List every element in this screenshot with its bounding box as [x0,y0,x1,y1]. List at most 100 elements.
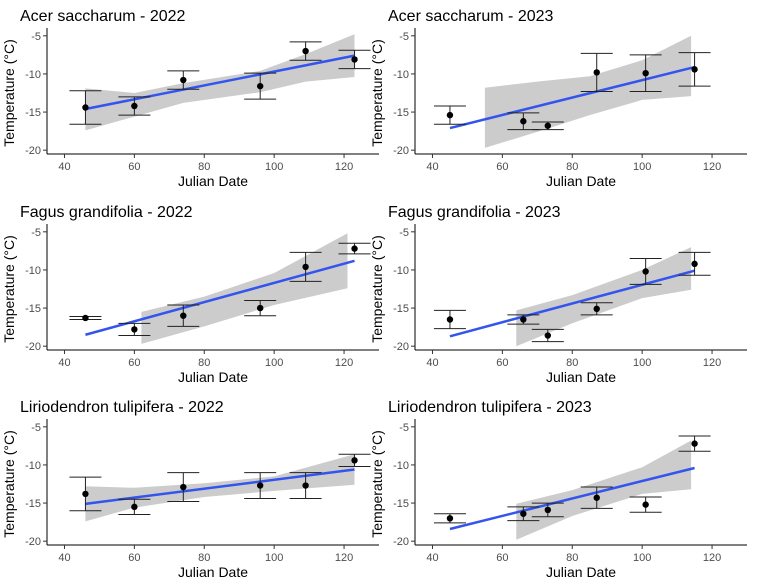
panel-2-xtick-label-1: 40 [426,161,438,173]
panel-4-ytick-label-1: -5 [399,227,409,239]
panel-1-point-4 [256,82,264,90]
panel-3-point-2 [131,326,138,333]
panel-4: Fagus grandifolia - 2023 -5 -10 -15 -20 40 60 8… [369,204,747,385]
panel-1-fit-line [85,54,355,111]
panel-6-ytick-label-1: -5 [399,422,409,434]
panel-2-ytick-label-1: -5 [399,31,409,43]
panel-1-xtick-label-2: 60 [128,161,140,173]
panel-6-xtick-label-1: 40 [426,552,438,564]
panel-4-xtick-label-5: 120 [703,357,721,369]
panel-3-point-1 [82,314,89,322]
panel-5-xtick-label-2: 60 [128,552,140,564]
panel-2-ytick-label-2: -10 [393,69,409,81]
panel-4-fit-line [449,269,695,338]
panel-6-ytick-label-3: -15 [393,498,409,510]
panel-5-ytick-label-3: -15 [25,498,41,510]
panel-1-xtick-label-3: 80 [198,161,210,173]
panel-5-point-1 [82,490,89,498]
panel-6-point-3 [544,506,551,514]
panel-3-point-3 [180,312,187,319]
panel-6-xtick-label-4: 100 [633,552,651,564]
panel-3-xtick-label-1: 40 [58,357,70,369]
panel-2-ytick-label-4: -20 [393,145,409,157]
panel-1-xtick-label-4: 100 [265,161,283,173]
panel-4-point-2 [520,316,527,323]
panel-4-ytick-label-3: -15 [393,303,409,315]
panel-3-point-4 [256,304,264,312]
panel-5-point-5 [302,482,309,489]
panel-4-confidence-band [516,247,692,347]
panel-6-point-6 [691,440,698,447]
panel-3: Fagus grandifolia - 2022 -5 -10 -15 -20 40 60 8… [1,204,379,385]
panel-2-title: Acer saccharum - 2023 [388,8,554,25]
panel-5-ytick-label-4: -20 [25,536,41,548]
panel-6-xtick-label-2: 60 [496,552,508,564]
panel-2-point-1 [446,111,454,119]
panel-5-ytick-label-1: -5 [31,422,41,434]
panel-1-point-3 [180,76,187,84]
panel-2-xlabel: Julian Date [546,173,616,189]
panel-4-point-1 [446,316,454,323]
panel-3-point-6 [351,245,358,252]
panel-3-ylabel: Temperature (°C) [1,235,17,343]
panel-2-point-4 [593,69,600,76]
panel-6-title: Liriodendron tulipifera - 2023 [388,399,592,416]
panel-6-point-4 [593,494,600,501]
panel-2-point-3 [544,122,551,129]
panel-5-xtick-label-4: 100 [265,552,283,564]
panel-3-xlabel: Julian Date [178,369,248,385]
panel-1-xtick-label-1: 40 [58,161,70,173]
panel-6: Liriodendron tulipifera - 2023 -5 -10 -15 -2… [369,399,747,580]
panel-6-fit-line [449,466,695,531]
panel-1-ytick-label-4: -20 [25,145,41,157]
panel-3-xtick-label-5: 120 [335,357,353,369]
panel-6-xlabel: Julian Date [546,564,616,580]
panel-2-fit-line [449,65,695,130]
panel-1-title: Acer saccharum - 2022 [20,8,186,25]
panel-4-title: Fagus grandifolia - 2023 [388,204,561,221]
panel-3-ytick-label-1: -5 [31,227,41,239]
panel-3-ytick-label-2: -10 [25,265,41,277]
panel-1-point-5 [302,47,309,55]
panel-3-title: Fagus grandifolia - 2022 [20,204,193,221]
panel-5-fit-line [85,468,355,506]
panel-1-ytick-label-1: -5 [31,31,41,43]
panel-2-ylabel: Temperature (°C) [369,39,385,147]
panel-2-xtick-label-2: 60 [496,161,508,173]
panel-3-ytick-label-4: -20 [25,341,41,353]
panel-6-point-2 [520,510,527,517]
panel-1-ytick-label-2: -10 [25,69,41,81]
panel-6-xtick-label-3: 80 [566,552,578,564]
panel-4-ytick-label-4: -20 [393,341,409,353]
panel-2-xtick-label-5: 120 [703,161,721,173]
panel-6-point-5 [642,501,649,508]
panel-5-ylabel: Temperature (°C) [1,430,17,538]
panel-5-xtick-label-1: 40 [58,552,70,564]
panel-2-point-2 [520,118,527,125]
panel-6-ytick-label-4: -20 [393,536,409,548]
panel-4-xlabel: Julian Date [546,369,616,385]
panel-5-xtick-label-3: 80 [198,552,210,564]
panel-4-ytick-label-2: -10 [393,265,409,277]
panel-3-xtick-label-2: 60 [128,357,140,369]
panel-3-ytick-label-3: -15 [25,303,41,315]
panel-1-point-6 [351,56,358,63]
panel-4-point-5 [642,268,649,275]
panel-1-point-2 [131,102,138,110]
panel-2: Acer saccharum - 2023 -5 -10 -15 -20 40 60 80 10… [369,8,747,189]
panel-5-point-4 [256,482,264,489]
panel-1: Acer saccharum - 2022 -5 -10 -15 -20 40 60 80 10… [1,8,379,189]
panel-5-xtick-label-5: 120 [335,552,353,564]
panel-3-confidence-band [141,233,348,344]
panel-2-point-5 [642,69,649,77]
panel-1-xlabel: Julian Date [178,173,248,189]
panel-3-point-5 [302,263,309,271]
panel-3-xtick-label-3: 80 [198,357,210,369]
panel-4-point-3 [544,332,551,339]
panel-6-ylabel: Temperature (°C) [369,430,385,538]
panel-6-point-1 [446,515,454,522]
panel-4-xtick-label-4: 100 [633,357,651,369]
panel-1-point-1 [82,104,89,111]
panel-3-fit-line [85,259,355,336]
